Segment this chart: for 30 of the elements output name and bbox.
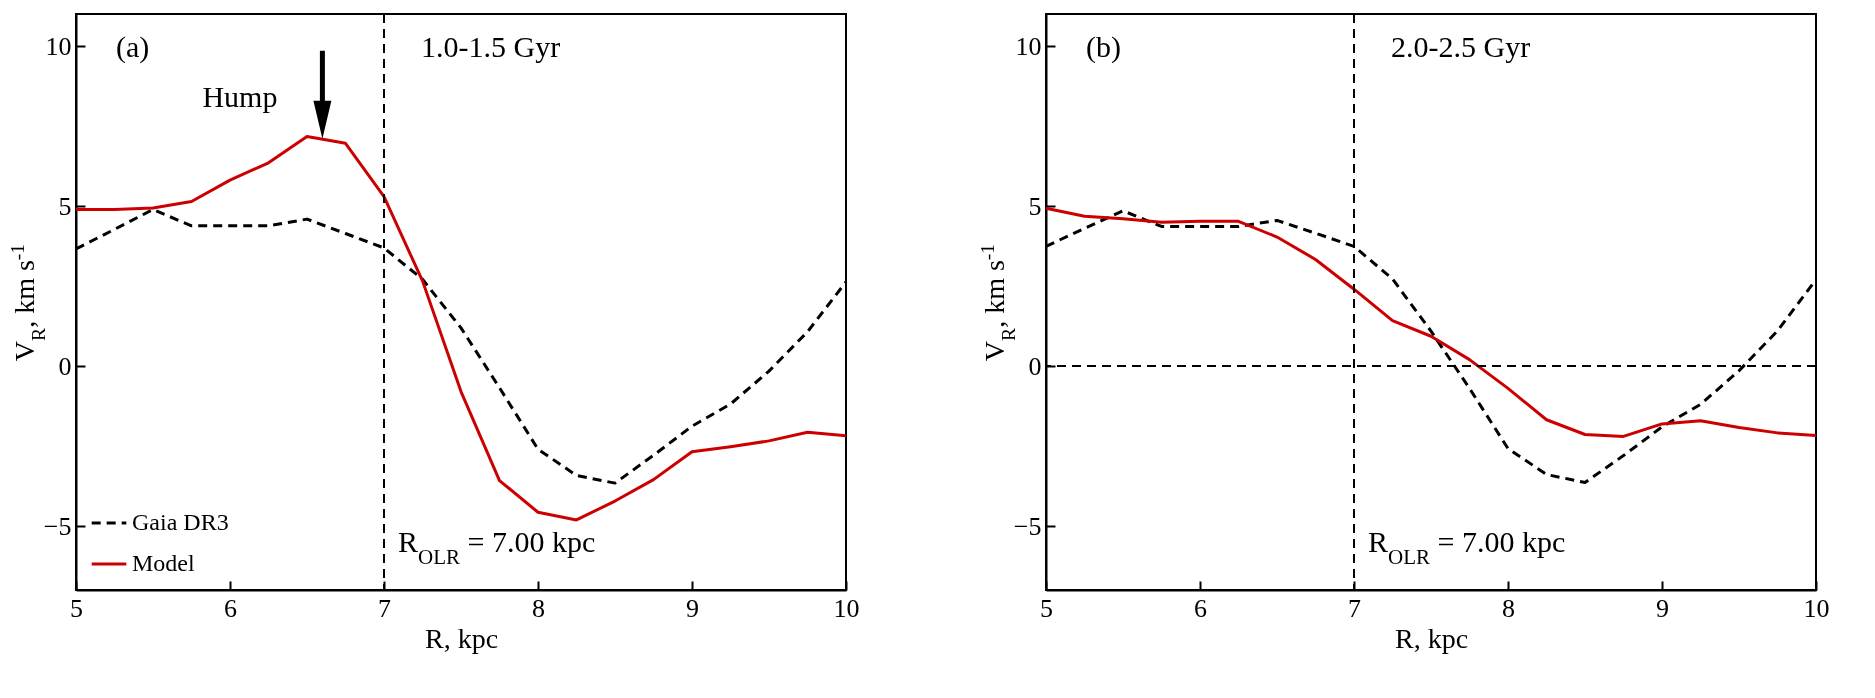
annotation: R$_{OLR}$ = 7.00 kpc (1368, 525, 1566, 569)
x-tick-label: 7 (1348, 593, 1361, 623)
y-tick-label: 5 (1028, 191, 1042, 221)
x-tick-label: 9 (686, 593, 699, 623)
x-tick-label: 6 (1194, 593, 1207, 623)
line-series (1044, 206, 1818, 438)
legend-label: Model (132, 550, 195, 576)
x-tick-label: 7 (378, 593, 391, 623)
x-tick-label: 6 (224, 593, 237, 623)
y-tick-label: 10 (45, 31, 72, 61)
annotation: 1.0-1.5 Gyr (421, 30, 561, 63)
y-tick-label: 5 (58, 191, 72, 221)
annotation: Hump (202, 79, 278, 113)
x-tick-label: 10 (833, 593, 860, 623)
y-tick-label: 0 (1028, 351, 1042, 381)
annotation: (b) (1086, 30, 1121, 64)
x-tick-label: 8 (1502, 593, 1515, 623)
y-tick-label: −5 (1013, 511, 1042, 541)
annotation: 2.0-2.5 Gyr (1391, 30, 1531, 63)
y-tick-label: 10 (1015, 31, 1042, 61)
x-tick-label: 10 (1803, 593, 1830, 623)
y-tick-label: −5 (43, 511, 72, 541)
legend-label: Gaia DR3 (132, 509, 229, 535)
x-tick-label: 8 (532, 593, 545, 623)
x-axis-title: R, kpc (424, 622, 499, 654)
y-tick-label: 0 (58, 351, 72, 381)
annotation: (a) (116, 30, 150, 64)
x-axis-title: R, kpc (1394, 622, 1469, 654)
annotation: R$_{OLR}$ = 7.00 kpc (398, 525, 596, 569)
x-tick-label: 9 (1656, 593, 1669, 623)
